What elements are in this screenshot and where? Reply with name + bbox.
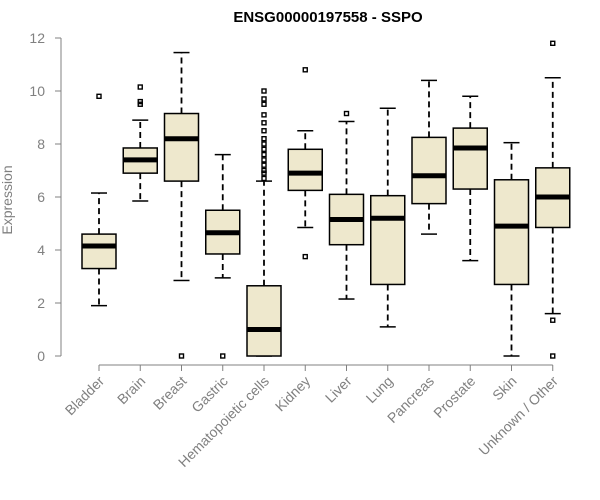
- outlier-brain-2: [137, 84, 143, 90]
- outlier-hematopoietic-cells-3: [261, 162, 267, 168]
- outlier-unknown-other-0: [550, 353, 556, 359]
- iqr-box-prostate: [452, 127, 488, 190]
- iqr-box-skin: [493, 179, 530, 286]
- iqr-box-pancreas: [411, 136, 447, 205]
- box-prostate: [452, 95, 488, 262]
- outlier-hematopoietic-cells-6: [261, 146, 267, 153]
- x-tick-label-lung: Lung: [363, 373, 396, 406]
- box-unknown-other: [535, 40, 571, 359]
- outlier-hematopoietic-cells-9: [261, 128, 267, 134]
- outlier-hematopoietic-cells-0: [261, 175, 267, 182]
- iqr-box-lung: [370, 194, 406, 286]
- y-tick-label-5: 10: [29, 83, 45, 99]
- box-gastric: [205, 153, 241, 359]
- outlier-hematopoietic-cells-14: [261, 88, 267, 94]
- x-tick-label-liver: Liver: [322, 373, 355, 406]
- axes: 0 2 4 6 8 10 12: [29, 30, 554, 371]
- x-tick-label-kidney: Kidney: [272, 373, 314, 415]
- y-tick-label-6: 12: [29, 30, 45, 46]
- chart-title: ENSG00000197558 - SSPO: [233, 9, 423, 26]
- outlier-brain-1: [137, 98, 143, 105]
- outlier-hematopoietic-cells-2: [261, 167, 267, 174]
- x-tick-label-prostate: Prostate: [430, 373, 478, 421]
- iqr-box-breast: [163, 112, 200, 182]
- box-lung: [370, 107, 406, 328]
- box-brain: [122, 84, 158, 202]
- y-tick-label-4: 8: [37, 136, 45, 152]
- x-tick-label-breast: Breast: [150, 373, 190, 413]
- outlier-hematopoietic-cells-8: [261, 135, 267, 142]
- outlier-unknown-other-2: [550, 40, 556, 46]
- outlier-hematopoietic-cells-13: [261, 96, 267, 102]
- box-hematopoietic-cells: [246, 88, 282, 357]
- outlier-kidney-1: [302, 67, 308, 73]
- y-tick-label-3: 6: [37, 189, 45, 205]
- outlier-hematopoietic-cells-5: [261, 151, 267, 158]
- outlier-hematopoietic-cells-10: [261, 120, 267, 126]
- iqr-box-kidney: [287, 148, 323, 192]
- y-tick-label-2: 4: [37, 242, 45, 258]
- y-tick-label-0: 0: [37, 348, 45, 364]
- outlier-hematopoietic-cells-12: [261, 101, 267, 107]
- outlier-liver-0: [343, 110, 350, 117]
- iqr-box-bladder: [81, 233, 117, 270]
- iqr-box-hematopoietic-cells: [246, 285, 282, 357]
- box-liver: [328, 110, 365, 300]
- x-tick-label-skin: Skin: [489, 373, 520, 404]
- plot-area: [81, 40, 571, 359]
- outlier-kidney-0: [302, 253, 308, 260]
- x-tick-label-brain: Brain: [114, 373, 148, 407]
- x-tick-label-bladder: Bladder: [62, 373, 108, 419]
- box-breast: [163, 51, 200, 359]
- outlier-gastric-0: [220, 353, 226, 359]
- outlier-breast-0: [178, 353, 185, 359]
- box-pancreas: [411, 79, 447, 235]
- box-bladder: [81, 93, 117, 307]
- y-tick-label-1: 2: [37, 295, 45, 311]
- outlier-hematopoietic-cells-7: [261, 141, 267, 147]
- box-skin: [493, 141, 530, 357]
- box-kidney: [287, 67, 323, 260]
- y-axis-label: Expression: [0, 165, 15, 234]
- outlier-hematopoietic-cells-4: [261, 157, 267, 163]
- outlier-hematopoietic-cells-11: [261, 112, 267, 118]
- outlier-bladder-0: [96, 93, 102, 100]
- outlier-unknown-other-1: [550, 317, 556, 323]
